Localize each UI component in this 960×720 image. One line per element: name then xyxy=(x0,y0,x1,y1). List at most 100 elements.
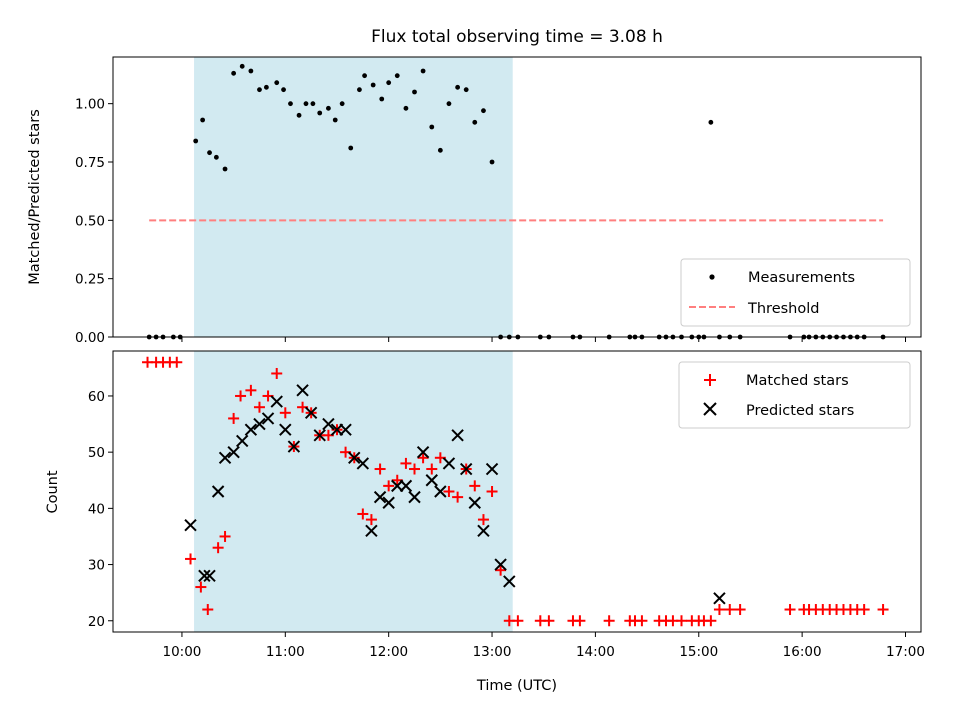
matched-star-point xyxy=(713,604,725,616)
measurement-point xyxy=(310,101,316,107)
matched-stars-points xyxy=(142,356,889,627)
top-y-axis-label: Matched/Predicted stars xyxy=(27,109,43,285)
predicted-star-point xyxy=(322,417,335,431)
matched-star-point xyxy=(676,615,688,627)
measurement-point xyxy=(193,138,199,144)
top-y-tick-label: 0.25 xyxy=(75,272,105,288)
matched-star-point xyxy=(409,463,421,475)
measurement-point xyxy=(446,101,452,107)
predicted-star-point xyxy=(244,423,258,436)
predicted-star-point xyxy=(304,406,318,420)
measurement-point xyxy=(263,84,269,90)
measurement-point xyxy=(317,110,323,116)
bottom-y-tick-label: 60 xyxy=(88,389,105,405)
predicted-star-point xyxy=(270,395,283,408)
measurement-point xyxy=(248,68,254,74)
matched-star-point xyxy=(705,615,717,627)
x-tick-label: 14:00 xyxy=(576,644,615,660)
predicted-star-point xyxy=(494,558,507,571)
measurement-point xyxy=(200,117,206,123)
matched-star-point xyxy=(383,480,395,492)
matched-star-point xyxy=(858,604,870,616)
measurement-point xyxy=(281,87,286,93)
measurement-point xyxy=(207,150,212,156)
predicted-star-point xyxy=(203,569,216,583)
predicted-star-point xyxy=(416,445,430,459)
bottom-legend: Matched stars Predicted stars xyxy=(678,361,911,429)
top-legend-box xyxy=(680,258,911,327)
measurement-point xyxy=(403,105,409,111)
predicted-star-point xyxy=(296,384,309,397)
measurement-point xyxy=(213,154,219,160)
measurement-point xyxy=(231,70,237,76)
measurement-point xyxy=(429,124,435,130)
bottom-axes-frame xyxy=(112,350,922,633)
x-tick-label: 10:00 xyxy=(162,644,201,660)
predicted-star-point xyxy=(279,423,292,436)
matched-star-point xyxy=(543,615,555,627)
matched-star-point xyxy=(195,581,207,593)
predicted-star-point xyxy=(408,490,421,504)
predicted-star-point xyxy=(227,445,240,459)
top-legend: Measurements Threshold xyxy=(680,258,911,327)
predicted-stars-points xyxy=(184,384,726,605)
matched-star-point xyxy=(426,463,438,475)
observing-span-top xyxy=(194,57,513,337)
top-axes-frame xyxy=(112,56,922,338)
matched-star-point xyxy=(202,604,214,616)
matched-star-point xyxy=(636,615,648,627)
measurement-point xyxy=(348,145,354,151)
predicted-star-point xyxy=(356,457,370,470)
measurement-point xyxy=(394,73,400,79)
predicted-star-point xyxy=(399,479,413,493)
matched-star-point xyxy=(212,542,224,554)
matched-star-point xyxy=(877,604,889,616)
predicted-star-point xyxy=(468,496,481,509)
bottom-y-tick-label: 20 xyxy=(88,614,105,630)
x-axis-label: Time (UTC) xyxy=(476,678,557,694)
predicted-star-point xyxy=(434,485,447,498)
measurement-point xyxy=(222,166,228,172)
legend-matched-label: Matched stars xyxy=(746,373,849,389)
measurement-point xyxy=(472,119,478,125)
measurement-point xyxy=(239,63,245,69)
bottom-legend-box xyxy=(678,361,911,429)
measurement-point xyxy=(386,80,392,86)
predicted-star-point xyxy=(503,575,516,588)
predicted-star-point xyxy=(184,519,197,532)
chart-title: Flux total observing time = 3.08 h xyxy=(371,27,663,47)
predicted-star-point xyxy=(459,462,473,476)
top-y-axis: 0.00 0.25 0.50 0.75 1.00 xyxy=(75,97,113,346)
predicted-star-point xyxy=(477,524,490,538)
matched-star-point xyxy=(784,604,796,616)
matched-star-point xyxy=(245,384,257,396)
bottom-y-axis: 20 30 40 50 60 xyxy=(88,389,113,630)
matched-star-point xyxy=(219,530,231,542)
measurement-point xyxy=(379,96,385,102)
x-tick-label: 15:00 xyxy=(679,644,718,660)
matched-star-point xyxy=(724,604,736,616)
measurement-point xyxy=(362,73,367,79)
predicted-star-point xyxy=(451,429,464,442)
matched-star-point xyxy=(495,564,507,576)
matched-star-point xyxy=(443,486,455,497)
predicted-star-point xyxy=(261,412,275,425)
matched-star-point xyxy=(374,463,386,475)
matched-star-point xyxy=(365,514,377,526)
matched-star-point xyxy=(171,356,183,368)
legend-predicted-label: Predicted stars xyxy=(746,403,854,419)
matched-star-point xyxy=(734,604,746,616)
x-tick-label: 11:00 xyxy=(266,644,305,660)
matched-star-point xyxy=(271,367,283,379)
x-tick-label: 13:00 xyxy=(473,644,512,660)
predicted-star-point xyxy=(713,592,726,605)
x-tick-label: 16:00 xyxy=(783,644,822,660)
top-y-tick-label: 0.00 xyxy=(75,330,105,346)
matched-star-point xyxy=(400,457,412,469)
measurement-point xyxy=(489,159,495,165)
legend-threshold-label: Threshold xyxy=(747,301,819,317)
measurement-point xyxy=(326,105,331,111)
matched-star-point xyxy=(185,553,197,565)
measurement-point xyxy=(708,119,714,125)
predicted-star-point xyxy=(287,440,301,453)
